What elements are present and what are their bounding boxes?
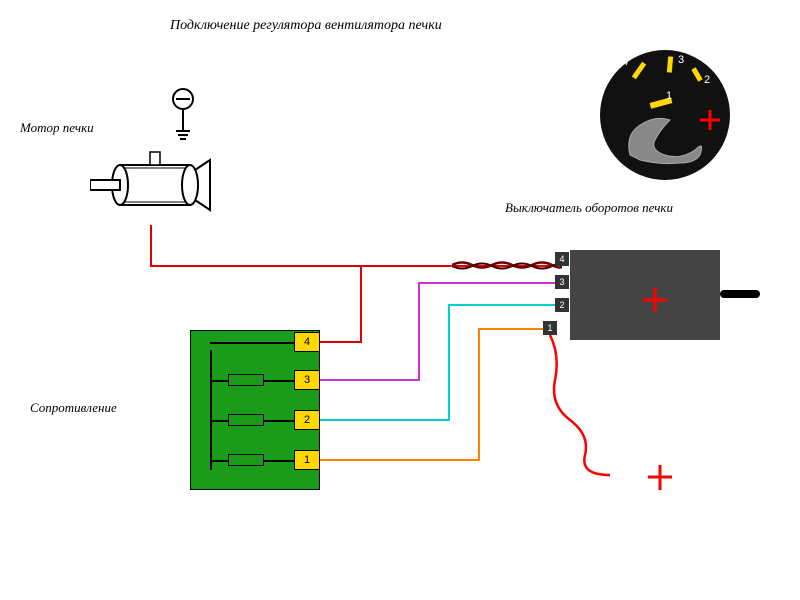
speed-dial: 4 3 2 1	[600, 50, 730, 180]
res-lead	[210, 460, 228, 462]
res-lead	[210, 342, 294, 344]
dial-num-1: 1	[666, 90, 672, 102]
switch-pin-2: 2	[555, 298, 569, 312]
resistor-r1	[228, 374, 264, 386]
wire-magenta-h1	[320, 379, 420, 381]
ground-bar	[176, 98, 190, 100]
wire-orange-h1	[320, 459, 480, 461]
switch-pin-4: 4	[555, 252, 569, 266]
dial-mark-4	[632, 62, 646, 80]
switch-cable	[720, 290, 760, 298]
res-lead	[210, 420, 228, 422]
resistor-pin-2: 2	[294, 410, 320, 430]
dial-mark-2	[691, 67, 702, 82]
res-lead	[210, 380, 228, 382]
switch-label: Выключатель оборотов печки	[505, 200, 673, 216]
wire-cyan-h1	[320, 419, 450, 421]
wire-magenta-v	[418, 282, 420, 381]
dial-plus-mark	[698, 108, 722, 132]
wire-motor-down	[150, 225, 152, 265]
resistor-r2	[228, 414, 264, 426]
power-scribble	[530, 335, 730, 505]
wire-motor-crimp	[452, 258, 562, 272]
resistor-pin-3: 3	[294, 370, 320, 390]
wire-magenta-h2	[418, 282, 555, 284]
res-lead	[264, 380, 294, 382]
res-lead	[264, 420, 294, 422]
diagram-title: Подключение регулятора вентилятора печки	[170, 18, 442, 34]
res-lead	[264, 460, 294, 462]
dial-mark-3	[667, 56, 673, 72]
dial-num-2: 2	[704, 74, 710, 86]
wire-orange-v	[478, 328, 480, 461]
resistor-pin-4: 4	[294, 332, 320, 352]
switch-pin-1: 1	[543, 321, 557, 335]
motor-label: Мотор печки	[20, 120, 94, 136]
motor-icon	[90, 140, 220, 230]
res-bus	[210, 350, 212, 470]
switch-plus-mark	[640, 285, 670, 315]
wire-orange-h2	[478, 328, 543, 330]
ground-tick	[176, 130, 190, 132]
wire-red-to-res-h	[320, 341, 362, 343]
wire-cyan-v	[448, 304, 450, 421]
wire-red-to-res	[360, 265, 362, 343]
ground-stem	[182, 110, 184, 130]
resistance-label: Сопротивление	[30, 400, 117, 416]
ground-tick	[178, 134, 188, 136]
wire-cyan-h2	[448, 304, 555, 306]
dial-num-4: 4	[622, 56, 628, 68]
switch-pin-3: 3	[555, 275, 569, 289]
resistor-pin-1: 1	[294, 450, 320, 470]
dial-num-3: 3	[678, 54, 684, 66]
resistor-r3	[228, 454, 264, 466]
